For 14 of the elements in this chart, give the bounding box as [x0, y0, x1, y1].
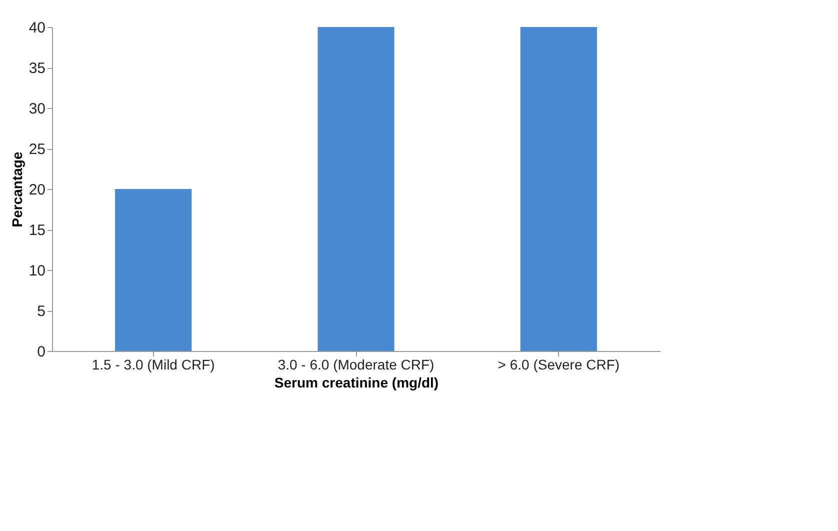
x-tick-label: 3.0 - 6.0 (Moderate CRF) — [278, 356, 434, 372]
y-tick-label: 40 — [28, 20, 46, 36]
y-tick-label: 25 — [28, 141, 46, 158]
y-tick-label: 15 — [28, 222, 46, 239]
x-tick-label: 1.5 - 3.0 (Mild CRF) — [92, 356, 215, 372]
y-tick-label: 20 — [28, 182, 46, 198]
y-tick-label: 35 — [28, 60, 46, 77]
x-axis-title: Serum creatinine (mg/dl) — [274, 374, 439, 390]
y-tick-label: 10 — [28, 262, 46, 280]
y-tick-label: 30 — [28, 100, 46, 118]
y-tick-label: 5 — [37, 303, 46, 320]
x-tick-label: > 6.0 (Severe CRF) — [498, 356, 620, 372]
y-tick-label: 0 — [37, 344, 46, 360]
y-axis-title: Percantage — [8, 152, 25, 228]
